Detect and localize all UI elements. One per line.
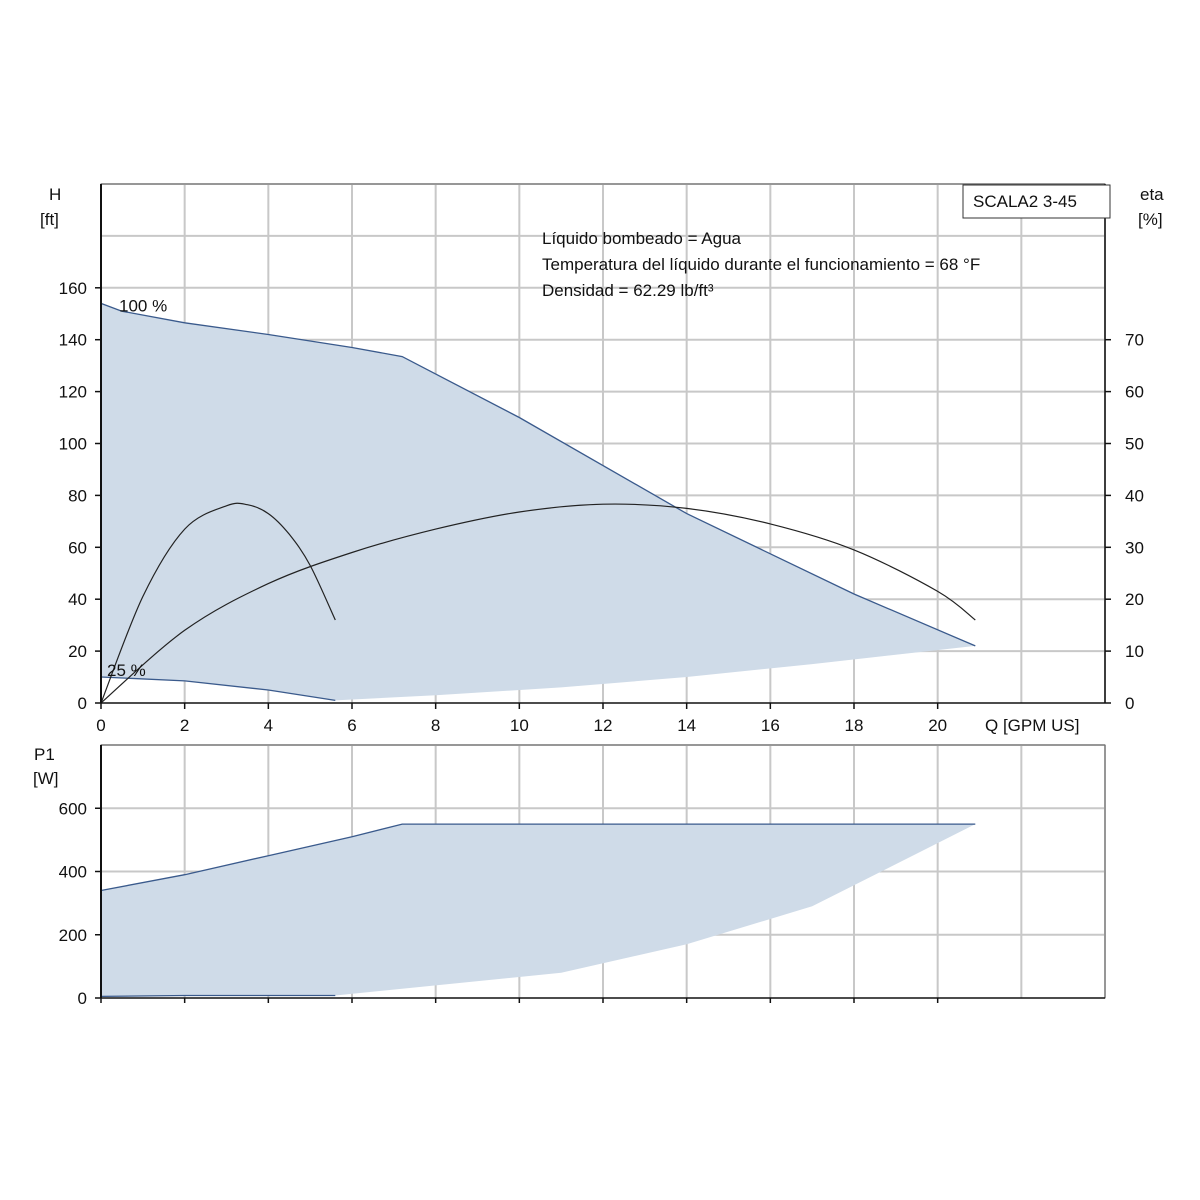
p1-axis-title: P1 xyxy=(34,745,55,764)
y2-tick-label: 70 xyxy=(1125,331,1144,350)
y-tick-label: 100 xyxy=(59,435,87,454)
power-y-tick-label: 400 xyxy=(59,863,87,882)
info-text-block: Líquido bombeado = Agua Temperatura del … xyxy=(542,229,980,300)
y-tick-label: 60 xyxy=(68,538,87,557)
info-line-density: Densidad = 62.29 lb/ft³ xyxy=(542,281,714,300)
y2-tick-label: 20 xyxy=(1125,590,1144,609)
y2-tick-label: 0 xyxy=(1125,694,1134,713)
head-efficiency-panel: 0 2 4 6 8 10 12 14 16 18 20 0 20 40 60 80 100 120 140 160 0 1… xyxy=(59,183,1144,735)
y2-tick-label: 60 xyxy=(1125,383,1144,402)
y2-tick-label: 40 xyxy=(1125,486,1144,505)
y-axis-title-h: H xyxy=(49,185,61,204)
y2-axis-unit-percent: [%] xyxy=(1138,210,1163,229)
power-y-tick-label: 0 xyxy=(78,989,87,1008)
head-max-curve xyxy=(100,302,976,647)
p1-axis-unit: [W] xyxy=(33,769,59,788)
y-axis-unit-ft: [ft] xyxy=(40,210,59,229)
eta-curve-max-speed xyxy=(100,503,976,704)
x-axis-title: Q [GPM US] xyxy=(985,716,1079,735)
eta-curve-min-speed xyxy=(100,502,336,704)
y2-tick-label: 10 xyxy=(1125,642,1144,661)
y-tick-label: 120 xyxy=(59,383,87,402)
x-tick-label: 2 xyxy=(180,716,189,735)
y-tick-label: 0 xyxy=(78,694,87,713)
model-label: SCALA2 3-45 xyxy=(973,192,1077,211)
power-panel: 0 200 400 600 xyxy=(59,744,1106,1008)
y-tick-label: 40 xyxy=(68,590,87,609)
power-max-curve xyxy=(100,823,976,892)
model-label-box xyxy=(962,184,1111,219)
y2-tick-label: 50 xyxy=(1125,435,1144,454)
y-tick-label: 80 xyxy=(68,486,87,505)
y-tick-label: 140 xyxy=(59,331,87,350)
power-y-tick-label: 200 xyxy=(59,926,87,945)
x-tick-label: 10 xyxy=(510,716,529,735)
annotation-25-percent: 25 % xyxy=(107,661,146,680)
power-min-curve xyxy=(100,994,336,998)
power-y-tick-label: 600 xyxy=(59,799,87,818)
y2-axis-title-eta: eta xyxy=(1140,185,1164,204)
x-tick-label: 18 xyxy=(845,716,864,735)
x-tick-label: 14 xyxy=(677,716,696,735)
info-line-temperature: Temperatura del líquido durante el funci… xyxy=(542,255,980,274)
x-tick-label: 16 xyxy=(761,716,780,735)
power-operating-range-fill xyxy=(101,824,976,997)
y2-tick-label: 30 xyxy=(1125,538,1144,557)
y-tick-label: 160 xyxy=(59,279,87,298)
y-tick-label: 20 xyxy=(68,642,87,661)
head-operating-range-fill xyxy=(101,303,976,701)
x-tick-label: 4 xyxy=(264,716,273,735)
x-tick-label: 8 xyxy=(431,716,440,735)
annotation-100-percent: 100 % xyxy=(119,296,167,315)
x-tick-label: 6 xyxy=(347,716,356,735)
x-tick-label: 20 xyxy=(928,716,947,735)
x-tick-label: 12 xyxy=(594,716,613,735)
info-line-liquid: Líquido bombeado = Agua xyxy=(542,229,742,248)
head-min-curve xyxy=(100,676,336,702)
x-tick-label: 0 xyxy=(96,716,105,735)
